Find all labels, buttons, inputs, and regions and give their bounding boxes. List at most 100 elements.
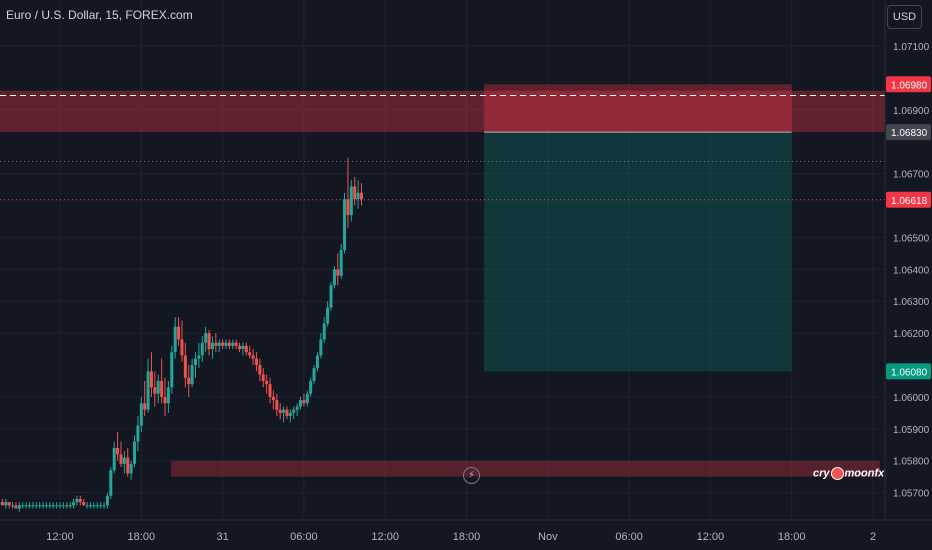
- price-label-badge: [886, 363, 931, 380]
- candle-body: [221, 342, 225, 346]
- candle-body: [234, 342, 238, 346]
- candle-body: [38, 505, 42, 507]
- candle-body: [210, 342, 214, 350]
- candle-body: [82, 502, 86, 506]
- candle-body: [299, 400, 303, 407]
- candle-body: [156, 380, 160, 394]
- candle-body: [261, 374, 265, 381]
- candle-body: [187, 377, 191, 385]
- candle-body: [319, 339, 323, 356]
- candle-body: [288, 412, 292, 417]
- candle-body: [251, 355, 255, 359]
- candle-body: [278, 409, 282, 413]
- time-axis: 12:00 18:00 31 06:00 12:00 18:00 Nov 06:00 12:00…: [0, 519, 932, 543]
- price-label: 1.06618: [891, 196, 928, 207]
- candle-body: [312, 368, 316, 381]
- candle-body: [231, 342, 235, 346]
- candle-body: [326, 307, 330, 324]
- candle-body: [214, 342, 218, 346]
- candle-body: [302, 400, 306, 404]
- y-tick-label: 1.06200: [893, 329, 930, 340]
- price-label: 1.06980: [891, 80, 928, 91]
- y-tick-label: 1.07100: [893, 42, 930, 53]
- candle-body: [116, 447, 120, 455]
- candle-body: [61, 505, 65, 507]
- candle-body: [336, 269, 340, 276]
- candle-body: [197, 355, 201, 359]
- candle-body: [95, 505, 99, 507]
- y-tick-label: 1.06500: [893, 233, 930, 244]
- candlestick-series: [0, 157, 363, 512]
- y-tick-label: 1.05800: [893, 457, 930, 468]
- price-label-badge: [886, 124, 931, 141]
- candle-body: [200, 342, 204, 356]
- stop-zone: [484, 84, 792, 133]
- currency-button[interactable]: USD: [887, 5, 922, 29]
- candle-body: [271, 396, 275, 401]
- candle-body: [153, 387, 157, 394]
- x-tick-label: 12:00: [371, 531, 399, 543]
- candle-body: [315, 355, 319, 369]
- candle-body: [248, 352, 252, 356]
- candle-body: [190, 365, 194, 385]
- candle-body: [275, 400, 279, 410]
- candle-body: [309, 380, 313, 394]
- stop-zone: [0, 90, 885, 133]
- candle-body: [109, 470, 113, 496]
- price-label-badge: [886, 191, 931, 208]
- candle-body: [4, 502, 8, 506]
- candle-body: [136, 425, 140, 442]
- candle-body: [339, 250, 343, 276]
- y-tick-label: 1.05700: [893, 489, 930, 500]
- candle-body: [7, 502, 11, 506]
- candle-body: [68, 505, 72, 507]
- candle-body: [305, 393, 309, 404]
- target-zone: [484, 132, 792, 372]
- price-label-badge: [886, 76, 931, 93]
- y-tick-label: 1.06300: [893, 297, 930, 308]
- candle-body: [224, 342, 228, 346]
- candle-body: [163, 396, 167, 404]
- x-tick-label: Nov: [538, 531, 558, 543]
- candle-body: [194, 358, 197, 365]
- x-tick-label: 31: [216, 531, 228, 543]
- candle-body: [28, 505, 32, 507]
- candle-body: [241, 345, 245, 350]
- candle-body: [72, 502, 76, 506]
- candle-body: [265, 380, 269, 385]
- candle-body: [102, 505, 106, 507]
- y-tick-label: 1.06900: [893, 106, 930, 117]
- candle-body: [356, 192, 360, 200]
- watermark-left: cry: [813, 467, 830, 480]
- watermark: cry moonfx: [813, 467, 884, 480]
- candle-body: [329, 285, 333, 308]
- candle-body: [14, 505, 18, 509]
- candle-body: [183, 355, 187, 378]
- candle-body: [58, 505, 62, 507]
- candle-body: [143, 403, 147, 410]
- candle-body: [322, 323, 326, 340]
- candle-body: [139, 403, 143, 426]
- support-zone: [171, 460, 880, 477]
- candle-body: [359, 192, 363, 200]
- x-tick-label: 18:00: [128, 531, 156, 543]
- lightning-icon[interactable]: ⚡: [463, 467, 480, 484]
- candle-body: [173, 326, 177, 353]
- x-tick-label: 18:00: [453, 531, 481, 543]
- candle-body: [258, 365, 262, 375]
- candle-body: [160, 380, 164, 397]
- candle-body: [353, 186, 357, 200]
- candle-body: [133, 441, 137, 464]
- price-axis: 1.07100 1.06900 1.06700 1.06500 1.06400 1.063…: [884, 0, 931, 520]
- candle-body: [105, 495, 109, 506]
- candle-body: [88, 505, 92, 507]
- watermark-right: moonfx: [844, 467, 885, 480]
- position-zones: [0, 84, 885, 477]
- x-tick-label: 06:00: [615, 531, 643, 543]
- candle-body: [149, 371, 153, 388]
- candle-body: [166, 387, 170, 404]
- y-tick-label: 1.05900: [893, 425, 930, 436]
- candle-body: [292, 409, 296, 413]
- candle-body: [112, 447, 116, 471]
